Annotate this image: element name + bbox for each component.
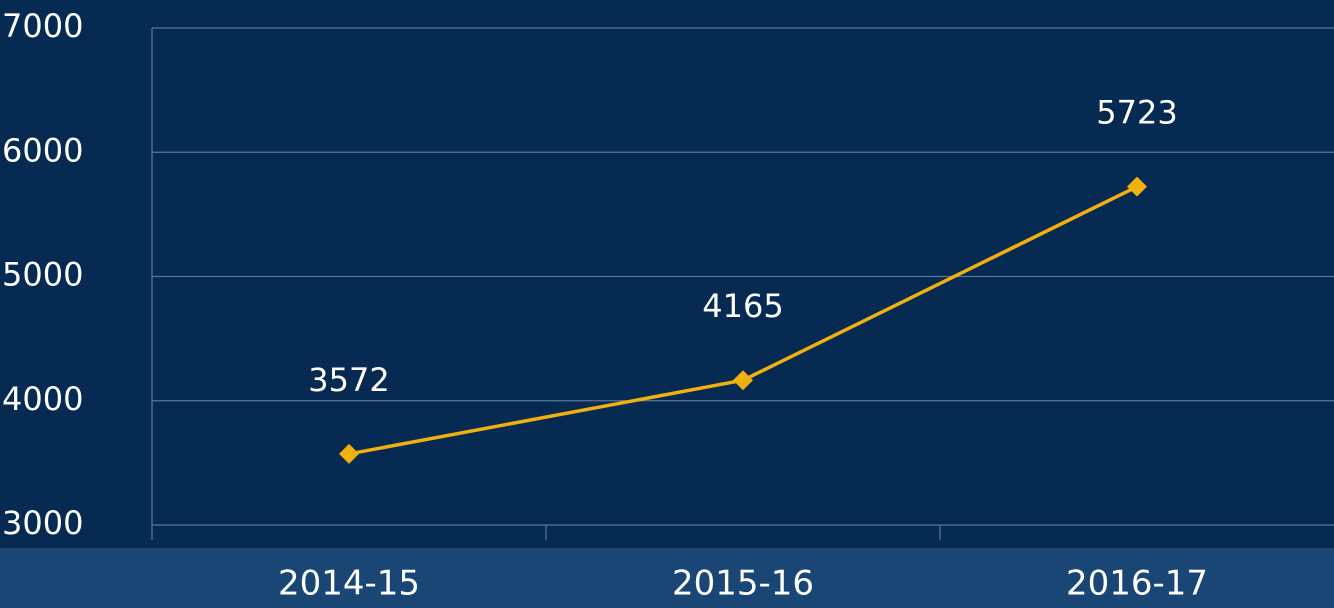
category-band [0, 548, 1334, 608]
y-tick-label: 4000 [2, 380, 83, 418]
y-tick-label: 7000 [2, 7, 83, 45]
y-tick-label: 5000 [2, 256, 83, 294]
data-label: 5723 [1096, 94, 1177, 132]
marker [339, 443, 359, 464]
x-tick-label: 2016-17 [1066, 564, 1208, 604]
x-tick-label: 2014-15 [278, 564, 420, 604]
marker [1127, 176, 1147, 197]
marker [733, 370, 753, 391]
x-tick-label: 2015-16 [672, 564, 814, 604]
data-label: 3572 [308, 361, 389, 399]
data-label: 4165 [702, 287, 783, 325]
y-tick-label: 3000 [2, 504, 83, 542]
y-tick-label: 6000 [2, 131, 83, 169]
